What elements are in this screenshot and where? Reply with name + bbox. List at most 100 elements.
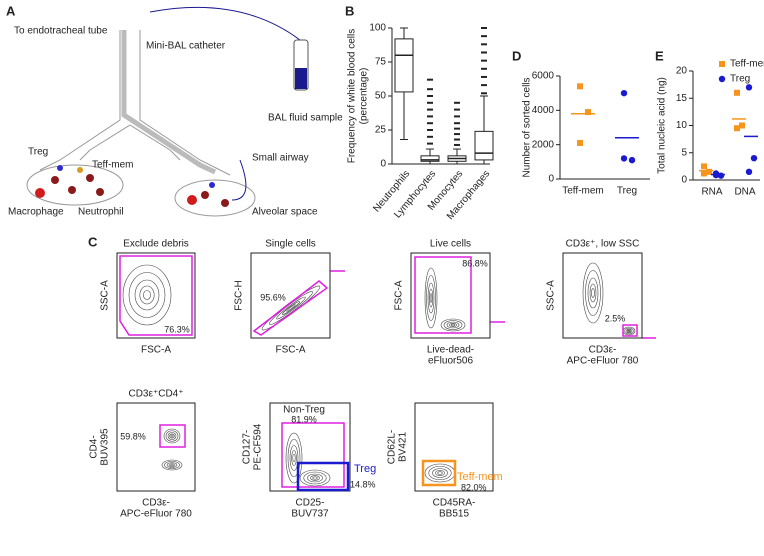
contour: [449, 322, 457, 328]
contour: [169, 433, 175, 439]
y-axis-label: Total nucleic acid (ng): [657, 77, 668, 174]
y-axis-label: PE-CF594: [253, 423, 264, 470]
contour: [299, 469, 331, 487]
x-tick-label: RNA: [701, 187, 722, 198]
contour: [167, 432, 177, 440]
point: [577, 139, 583, 146]
box: [420, 155, 440, 162]
x-tick-label: DNA: [734, 187, 755, 198]
contour: [170, 434, 174, 438]
gate-name: Teff-mem: [457, 471, 503, 483]
gate: [281, 422, 345, 488]
gate-name: Non-Treg: [283, 405, 325, 416]
gate-percent: 2.5%: [605, 313, 626, 323]
diagram-label: Small airway: [252, 153, 309, 164]
point: [701, 163, 707, 170]
box: [394, 38, 414, 93]
y-tick-label: 75: [375, 57, 387, 68]
gate-percent: 81.9%: [291, 414, 317, 424]
y-tick-label: 0: [681, 175, 687, 186]
contour: [424, 267, 438, 329]
airway-wall: [39, 30, 121, 171]
contour: [437, 471, 443, 475]
contour: [168, 463, 176, 467]
x-axis-label: BB515: [439, 509, 469, 520]
y-tick-label: 5: [681, 147, 687, 158]
plot-title: CD3ε⁺CD4⁺: [128, 389, 183, 400]
airway-wall: [139, 30, 231, 176]
y-tick-label: 100: [369, 23, 386, 34]
contour: [626, 329, 632, 333]
airway-wall: [129, 124, 181, 161]
cells: [35, 165, 229, 207]
y-tick-label: 0: [548, 174, 554, 185]
sample-tube: [293, 39, 309, 91]
diagram-label: To endotracheal tube: [14, 26, 108, 37]
gate-percent: 95.6%: [260, 292, 286, 302]
alveolus: [26, 164, 124, 206]
contour: [427, 282, 435, 314]
contour: [165, 430, 179, 442]
point: [577, 83, 583, 90]
sample-fluid: [295, 68, 307, 89]
contour: [170, 463, 174, 467]
y-tick-label: 0: [380, 159, 386, 170]
flow-arrow: [231, 159, 247, 201]
contour: [446, 321, 460, 329]
diagram-label: Treg: [28, 147, 48, 158]
cell: [35, 188, 45, 198]
y-axis-label: SSC-A: [546, 280, 557, 311]
contour: [292, 453, 296, 463]
cell: [77, 167, 83, 173]
diagram-label: Neutrophil: [78, 207, 124, 218]
legend-label: Treg: [730, 74, 750, 85]
x-axis-label: FSC-A: [276, 345, 306, 356]
point: [585, 109, 591, 116]
box: [474, 130, 494, 161]
contour: [625, 328, 633, 334]
contour: [164, 460, 180, 470]
y-tick-label: 10: [676, 120, 688, 131]
y-axis-label: SSC-A: [100, 280, 111, 311]
contour: [286, 304, 296, 312]
cell: [96, 188, 104, 196]
y-tick-label: 2000: [532, 139, 555, 150]
x-axis-label: APC-eFluor 780: [120, 509, 192, 520]
contour: [428, 288, 434, 308]
contour: [624, 327, 634, 335]
point: [628, 156, 636, 164]
x-axis-label: Live-dead-: [427, 345, 474, 356]
gate-percent: 76.3%: [164, 324, 190, 334]
contour: [432, 468, 448, 478]
contour: [589, 283, 597, 303]
y-tick-label: 15: [676, 93, 688, 104]
gate: [296, 461, 350, 492]
y-tick-label: 6000: [532, 71, 555, 82]
cell: [221, 199, 229, 207]
contour: [428, 465, 452, 481]
plot-title: Single cells: [265, 239, 316, 250]
diagram-label: Macrophage: [8, 207, 64, 218]
contour: [276, 296, 306, 320]
x-tick-label: Treg: [617, 186, 637, 197]
contour: [128, 272, 166, 318]
contour: [450, 323, 456, 327]
contour: [291, 450, 297, 466]
point: [701, 170, 707, 177]
y-axis-label: CD127-: [242, 430, 253, 464]
gate: [622, 324, 638, 337]
gate: [159, 424, 186, 448]
x-axis-label: CD45RA-: [433, 498, 476, 509]
diagram-label: Mini-BAL catheter: [146, 41, 226, 52]
point: [706, 168, 712, 175]
plot-title: CD3ε⁺, low SSC: [566, 239, 640, 250]
contour: [303, 471, 327, 485]
cell: [86, 174, 94, 182]
panel-label: C: [88, 234, 98, 249]
point: [734, 89, 740, 96]
gate-name: Treg: [354, 463, 376, 475]
diagram-label: Teff-mem: [92, 160, 134, 171]
contour: [282, 301, 300, 315]
y-axis-label: FSC-H: [234, 280, 245, 311]
